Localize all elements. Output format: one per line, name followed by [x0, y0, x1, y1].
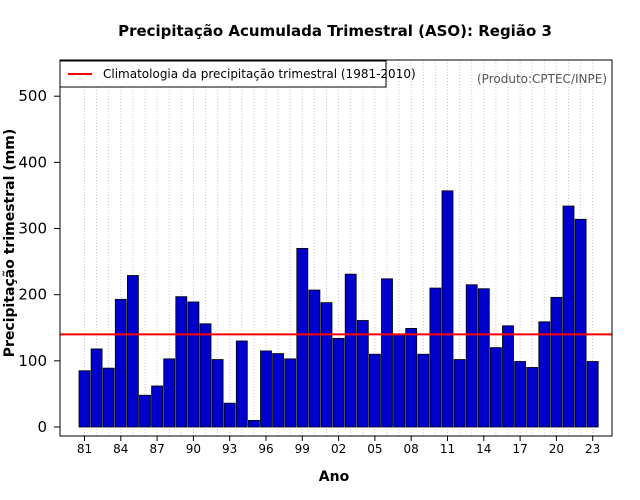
bar-1985 — [127, 275, 139, 428]
x-tick-label: 02 — [331, 442, 346, 456]
y-tick-label: 500 — [18, 87, 47, 105]
x-tick-label: 08 — [404, 442, 419, 456]
bar-2019 — [538, 321, 551, 428]
bar-2022 — [574, 218, 587, 428]
bar-1999 — [296, 247, 309, 428]
bar-1988 — [163, 358, 176, 428]
y-tick-label: 200 — [18, 286, 47, 304]
bar-1989 — [175, 296, 188, 428]
bar-2023 — [586, 361, 599, 428]
plot-frame — [59, 59, 613, 437]
bar-2001 — [320, 302, 333, 428]
y-axis-label: Precipitação trimestral (mm) — [2, 129, 18, 357]
bar-1981 — [78, 370, 91, 428]
bar-2005 — [368, 353, 381, 428]
bar-1994 — [235, 340, 248, 428]
bar-2002 — [332, 337, 345, 428]
bar-1992 — [211, 359, 224, 428]
bar-2016 — [502, 325, 514, 428]
bar-2000 — [308, 289, 321, 428]
legend-box — [59, 60, 387, 88]
y-axis: 0 100 200 300 400 500 — [18, 87, 60, 436]
bar-2021 — [562, 205, 575, 428]
legend: Climatologia da precipitação trimestral … — [59, 60, 416, 88]
x-tick-label: 23 — [585, 442, 600, 456]
bar-1993 — [223, 402, 236, 428]
bar-1997 — [272, 353, 285, 428]
x-tick-label: 90 — [186, 442, 201, 456]
bar-2013 — [465, 284, 478, 428]
x-axis-label: Ano — [319, 469, 350, 485]
bar-1996 — [260, 350, 272, 428]
y-tick-label: 300 — [18, 220, 47, 238]
bar-2020 — [550, 296, 563, 428]
y-tick-label: 100 — [18, 352, 47, 370]
bar-2003 — [344, 273, 357, 428]
x-tick-label: 93 — [222, 442, 237, 456]
x-tick-label: 99 — [295, 442, 310, 456]
bar-2012 — [453, 359, 466, 428]
x-tick-label: 17 — [512, 442, 527, 456]
bar-2010 — [429, 287, 442, 428]
x-axis: 81 84 87 90 93 96 99 02 05 08 11 14 17 20 23 — [77, 436, 600, 456]
bar-2014 — [477, 288, 490, 428]
bar-1995 — [247, 419, 260, 428]
bar-2017 — [514, 361, 526, 428]
bar-2007 — [393, 333, 406, 428]
product-credit: (Produto:CPTEC/INPE) — [477, 72, 607, 86]
x-tick-label: 20 — [549, 442, 564, 456]
bar-1990 — [187, 301, 200, 428]
y-tick-label: 0 — [37, 418, 47, 436]
bars — [78, 190, 599, 428]
bar-1998 — [284, 358, 297, 428]
bar-2009 — [417, 353, 430, 428]
x-tick-label: 14 — [476, 442, 491, 456]
chart-title: Precipitação Acumulada Trimestral (ASO):… — [118, 22, 552, 40]
bar-1991 — [199, 323, 212, 428]
y-tick-label: 400 — [18, 153, 47, 171]
x-tick-label: 84 — [113, 442, 128, 456]
bar-2011 — [441, 190, 454, 428]
x-tick-label: 11 — [440, 442, 455, 456]
x-tick-label: 05 — [367, 442, 382, 456]
bar-1984 — [114, 298, 127, 428]
bar-2008 — [405, 328, 418, 428]
bar-1982 — [90, 348, 103, 428]
bar-2004 — [356, 320, 369, 428]
bar-1983 — [102, 367, 115, 428]
bar-2015 — [489, 347, 502, 428]
bar-2018 — [526, 367, 539, 428]
bar-1987 — [151, 385, 164, 428]
bar-2006 — [381, 278, 393, 428]
x-tick-label: 87 — [149, 442, 164, 456]
x-tick-label: 96 — [258, 442, 273, 456]
bar-1986 — [139, 394, 151, 428]
legend-label: Climatologia da precipitação trimestral … — [103, 67, 416, 81]
x-tick-label: 81 — [77, 442, 92, 456]
